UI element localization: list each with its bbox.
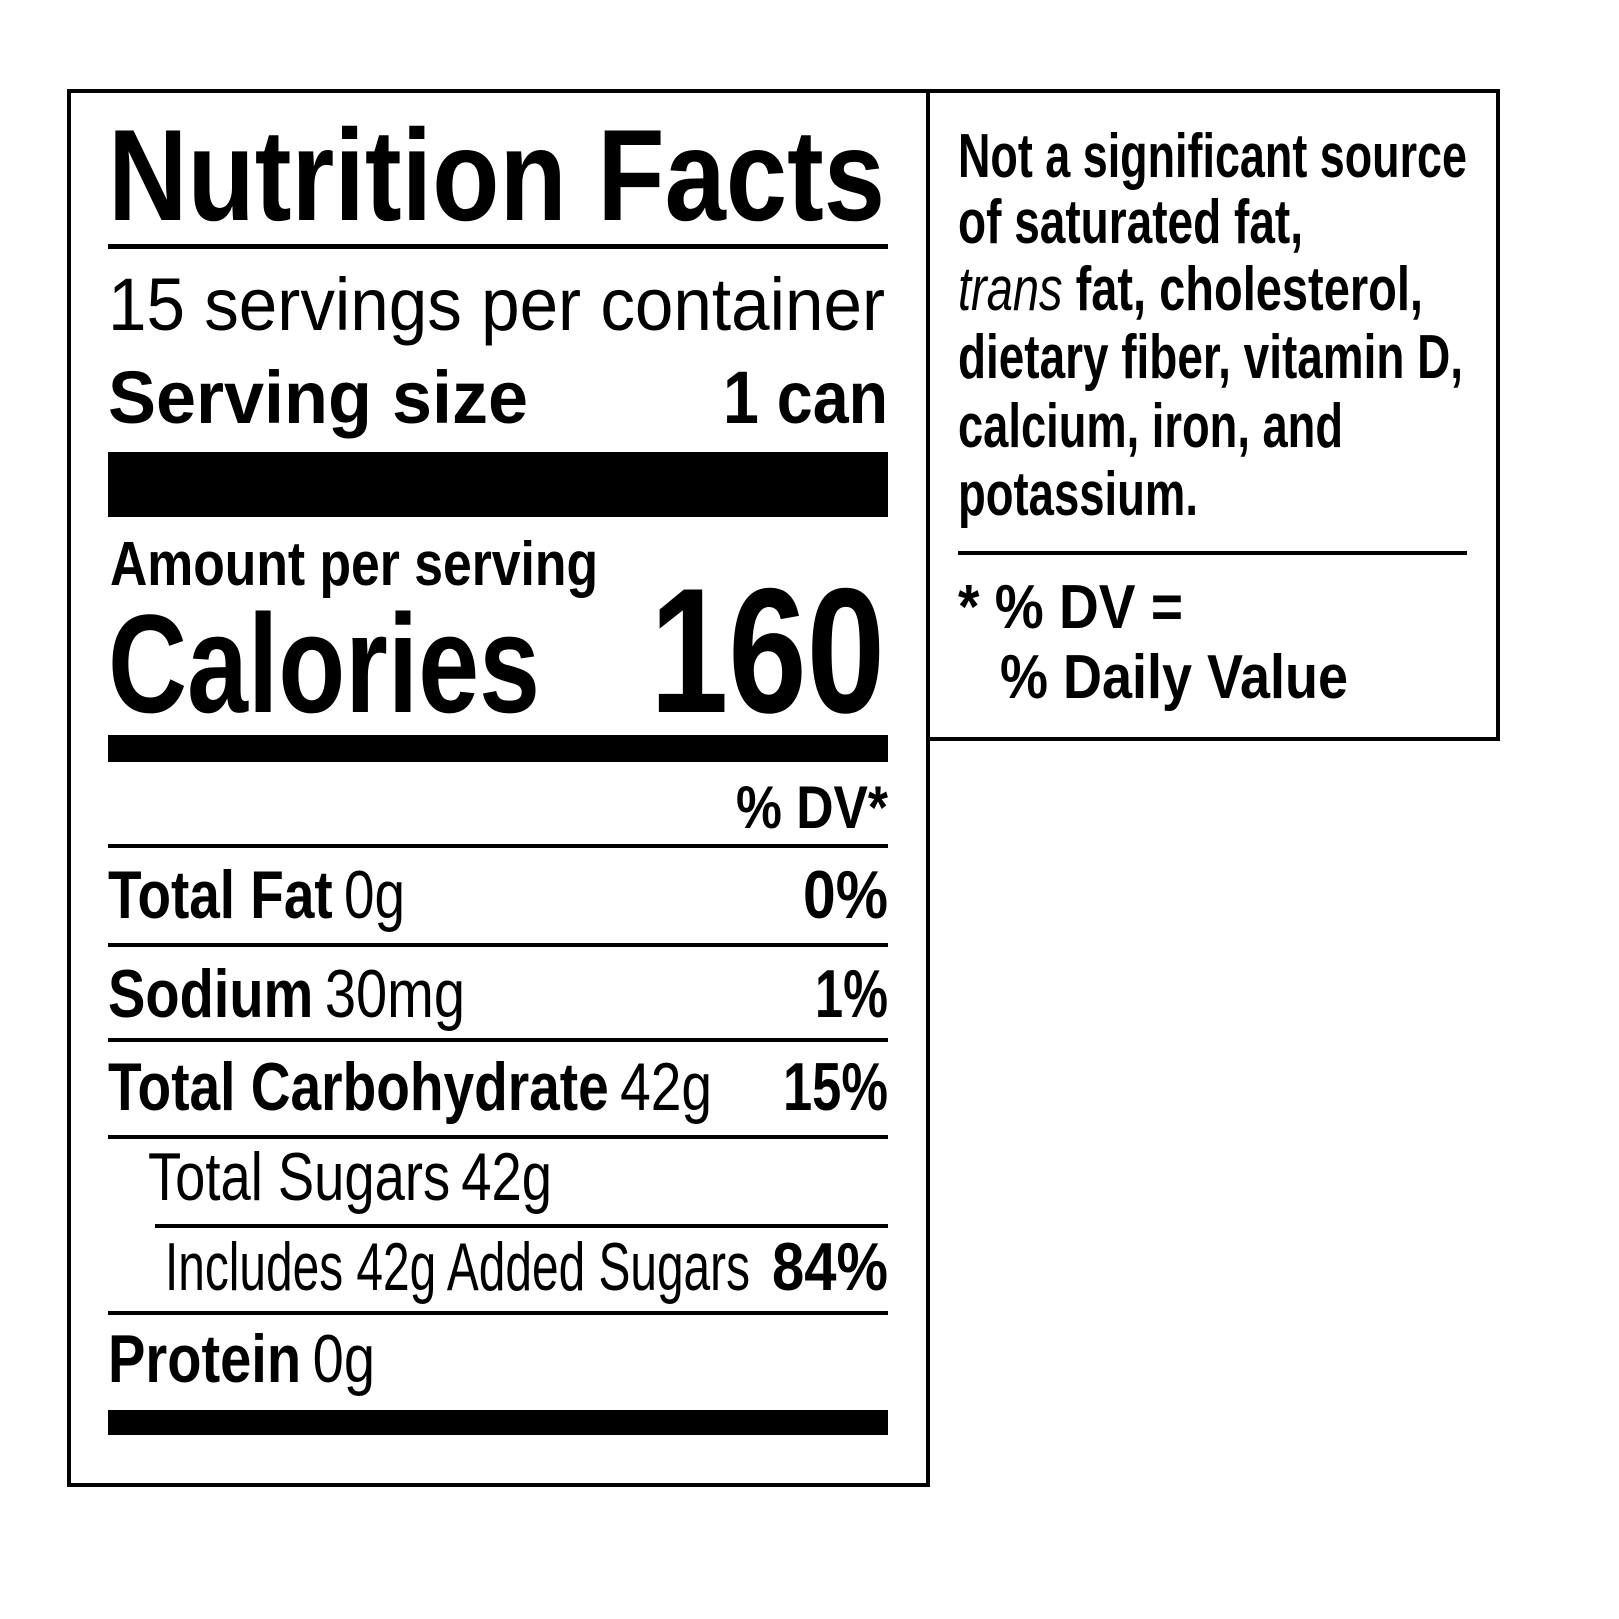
note-line: Not a significant source: [958, 122, 1467, 191]
calories-value: 160: [650, 551, 885, 750]
note-text: fat, cholesterol,: [1063, 255, 1423, 324]
nutrient-name: Total Carbohydrate: [108, 1049, 609, 1125]
note-line: potassium.: [958, 460, 1198, 529]
serving-size-value: 1 can: [723, 356, 888, 439]
footnote: % Daily Value: [1000, 643, 1348, 712]
rule: [958, 551, 1467, 555]
nutrient-amount: 42g: [461, 1139, 552, 1215]
rule: [108, 943, 888, 947]
nutrient-amount: 0g: [344, 857, 405, 933]
nutrient-amount: 42g: [620, 1049, 712, 1125]
rule: [108, 1311, 888, 1315]
nutrient-row: Total Sugars42g: [148, 1139, 552, 1215]
nutrient-name: Sodium: [108, 956, 313, 1032]
dv-header: % DV*: [736, 774, 889, 841]
note-italic: trans: [958, 255, 1063, 324]
title: Nutrition Facts: [108, 102, 885, 248]
nutrient-row: Total Carbohydrate42g: [108, 1049, 712, 1125]
thick-bar: [108, 452, 888, 517]
note-line: trans fat, cholesterol,: [958, 255, 1423, 324]
nutrient-row: Sodium30mg: [108, 956, 465, 1032]
nutrient-dv: 0%: [803, 857, 888, 933]
nutrient-row: Total Fat0g: [108, 857, 405, 933]
calories-label: Calories: [108, 585, 540, 742]
note-line: calcium, iron, and: [958, 392, 1343, 461]
note-line: of saturated fat,: [958, 188, 1303, 257]
bottom-bar: [108, 1410, 888, 1435]
rule: [108, 1038, 888, 1042]
facts-box: [67, 89, 930, 1487]
medium-bar: [108, 735, 888, 762]
serving-size-label: Serving size: [108, 356, 528, 439]
nutrient-row: Protein0g: [108, 1321, 375, 1397]
note-line: dietary fiber, vitamin D,: [958, 323, 1463, 392]
servings: 15 servings per container: [108, 263, 885, 346]
nutrient-name: Includes 42g Added Sugars: [165, 1229, 750, 1305]
nutrient-name: Protein: [108, 1321, 301, 1397]
footnote: * % DV =: [958, 573, 1183, 642]
rule: [155, 1224, 888, 1228]
nutrient-name: Total Fat: [108, 857, 333, 933]
amount-per-serving: Amount per serving: [110, 530, 598, 599]
rule: [108, 844, 888, 848]
nutrient-name: Total Sugars: [148, 1139, 450, 1215]
rule: [108, 1135, 888, 1139]
nutrient-dv: 84%: [772, 1229, 888, 1305]
nutrient-dv: 1%: [815, 956, 888, 1032]
note-box: [926, 89, 1500, 741]
rule: [108, 244, 888, 249]
nutrient-amount: 30mg: [325, 956, 465, 1032]
nutrient-dv: 15%: [783, 1049, 888, 1125]
nutrient-amount: 0g: [313, 1321, 375, 1397]
